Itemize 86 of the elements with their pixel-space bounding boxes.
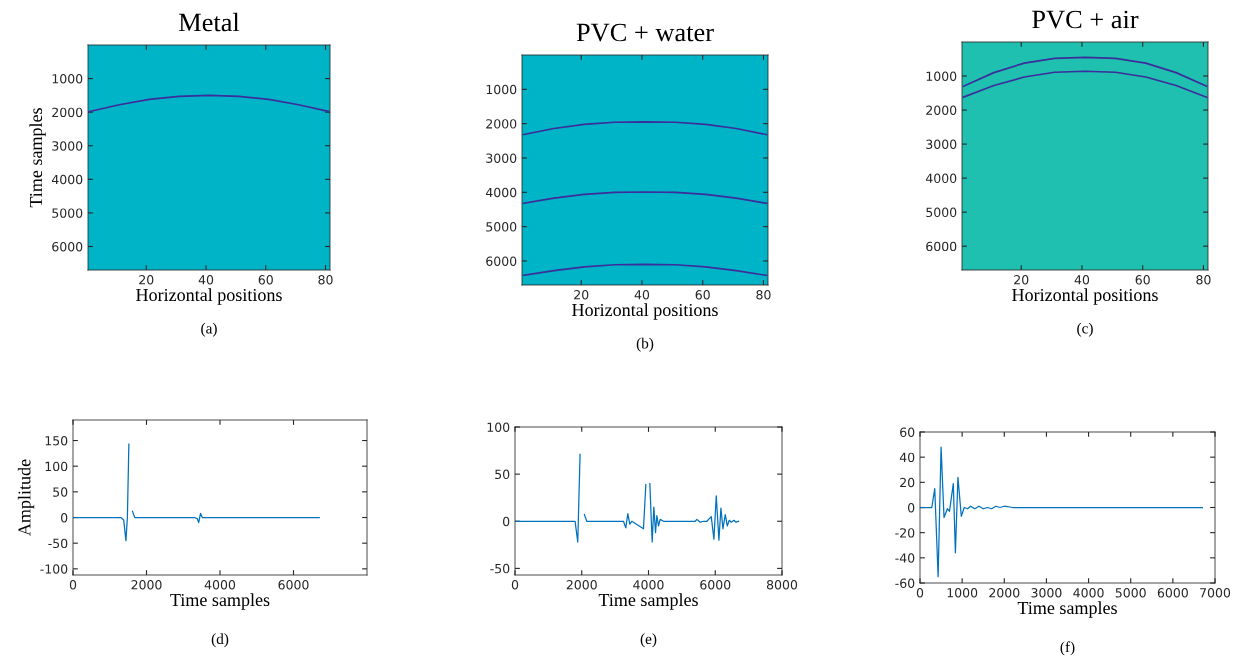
y-tick-label: -40 bbox=[895, 553, 915, 563]
line-series bbox=[522, 263, 768, 277]
x-axis-title: Horizontal positions bbox=[1012, 288, 1158, 305]
chart-title: PVC + air bbox=[1032, 10, 1139, 29]
line-series bbox=[522, 121, 768, 136]
x-tick-label: 60 bbox=[695, 290, 710, 300]
x-axis-title: Time samples bbox=[1017, 601, 1117, 618]
text: (a) bbox=[201, 322, 217, 337]
y-axis-title: Time samples bbox=[29, 108, 46, 208]
x-tick-label: 20 bbox=[139, 275, 154, 285]
text: (e) bbox=[640, 633, 657, 648]
y-tick-label: 4000 bbox=[925, 173, 957, 184]
x-tick-label: 60 bbox=[258, 275, 273, 285]
y-tick-label: 4000 bbox=[51, 174, 83, 185]
x-tick-label: 7000 bbox=[1200, 588, 1231, 598]
text: (c) bbox=[1077, 322, 1093, 337]
y-tick-label: 6000 bbox=[52, 241, 83, 252]
x-tick-label: 6000 bbox=[278, 580, 309, 590]
x-tick-label: 2000 bbox=[131, 580, 162, 590]
y-tick-label: 40 bbox=[899, 452, 915, 463]
x-axis-title: Horizontal positions bbox=[136, 288, 282, 305]
x-tick-label: 4000 bbox=[633, 580, 664, 590]
x-tick-label: 3000 bbox=[1031, 588, 1062, 598]
y-tick-label: 1000 bbox=[486, 84, 517, 95]
y-tick-label: 1000 bbox=[926, 71, 957, 81]
line-series bbox=[962, 56, 1208, 88]
y-tick-label: 20 bbox=[900, 477, 915, 488]
y-tick-label: 2000 bbox=[486, 119, 517, 129]
y-tick-label: 0 bbox=[503, 516, 510, 527]
y-tick-label: -100 bbox=[40, 564, 68, 574]
y-tick-label: 0 bbox=[61, 512, 68, 523]
x-tick-label: 4000 bbox=[204, 580, 236, 590]
y-tick-label: 50 bbox=[53, 487, 68, 497]
y-tick-label: 150 bbox=[45, 436, 68, 446]
x-tick-label: 1000 bbox=[947, 588, 978, 598]
x-tick-label: 80 bbox=[318, 275, 333, 285]
chart-title: Metal bbox=[178, 12, 240, 32]
y-tick-label: -20 bbox=[895, 528, 915, 538]
x-tick-label: 20 bbox=[574, 290, 589, 300]
y-tick-label: 2000 bbox=[52, 107, 83, 118]
y-tick-label: 5000 bbox=[52, 208, 83, 218]
x-tick-label: 0 bbox=[916, 588, 924, 598]
x-tick-label: 6000 bbox=[1157, 588, 1188, 598]
x-tick-label: 80 bbox=[1196, 275, 1211, 285]
y-axis-title: Amplitude bbox=[17, 459, 35, 536]
y-tick-label: 1000 bbox=[52, 74, 83, 84]
y-tick-label: 100 bbox=[487, 422, 510, 432]
x-axis-title: Time samples bbox=[598, 593, 698, 610]
y-tick-label: 6000 bbox=[486, 256, 517, 266]
text: (b) bbox=[636, 337, 654, 352]
x-tick-label: 80 bbox=[756, 290, 771, 300]
text: (d) bbox=[211, 633, 229, 648]
x-tick-label: 40 bbox=[1074, 275, 1090, 285]
chart-title: PVC + water bbox=[576, 23, 714, 42]
line-series bbox=[962, 70, 1208, 98]
y-tick-label: 3000 bbox=[926, 139, 957, 150]
y-tick-label: 5000 bbox=[486, 222, 517, 232]
x-tick-label: 40 bbox=[634, 290, 650, 300]
line-series bbox=[920, 446, 1203, 578]
x-tick-label: 4000 bbox=[1073, 588, 1104, 598]
x-tick-label: 60 bbox=[1135, 275, 1150, 285]
x-tick-label: 6000 bbox=[700, 580, 731, 590]
y-tick-label: 4000 bbox=[485, 187, 517, 198]
x-tick-label: 40 bbox=[198, 275, 214, 285]
text: (f) bbox=[1060, 641, 1075, 656]
y-tick-label: -50 bbox=[48, 538, 68, 549]
line-series bbox=[522, 191, 768, 205]
y-tick-label: 3000 bbox=[52, 141, 83, 151]
x-tick-label: 2000 bbox=[566, 580, 597, 590]
x-axis-title: Time samples bbox=[170, 593, 270, 610]
y-tick-label: 60 bbox=[900, 427, 915, 437]
y-tick-label: 50 bbox=[495, 469, 510, 480]
x-tick-label: 8000 bbox=[766, 580, 798, 590]
y-tick-label: 3000 bbox=[486, 153, 517, 163]
x-tick-label: 2000 bbox=[989, 588, 1020, 598]
x-tick-label: 5000 bbox=[1115, 588, 1146, 598]
x-axis-title: Horizontal positions bbox=[572, 303, 718, 320]
line-series bbox=[88, 94, 330, 113]
x-tick-label: 20 bbox=[1014, 275, 1029, 285]
y-tick-label: 6000 bbox=[926, 241, 957, 252]
y-tick-label: 5000 bbox=[926, 207, 957, 218]
y-tick-label: -60 bbox=[895, 578, 915, 588]
y-tick-label: 2000 bbox=[926, 105, 957, 115]
y-tick-label: -50 bbox=[490, 563, 510, 574]
y-tick-label: 100 bbox=[45, 461, 68, 472]
y-tick-label: 0 bbox=[908, 502, 915, 513]
